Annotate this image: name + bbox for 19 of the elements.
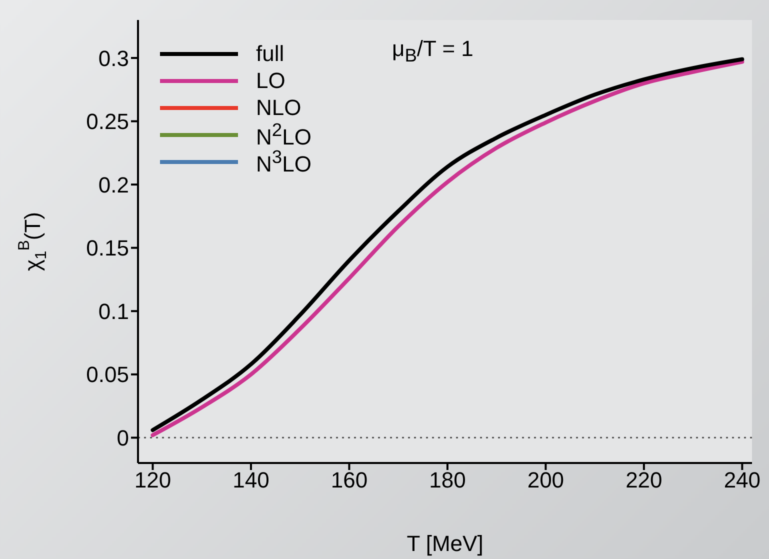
x-tick-label: 160 <box>330 468 368 493</box>
y-tick-label: 0.25 <box>86 109 129 134</box>
legend-label: LO <box>256 68 286 94</box>
y-tick-label: 0.1 <box>98 298 129 324</box>
y-tick-label: 0.15 <box>86 236 129 261</box>
legend-label: full <box>256 40 284 66</box>
x-tick-label: 240 <box>724 468 761 493</box>
x-tick-label: 180 <box>429 468 466 493</box>
x-tick-label: 200 <box>527 468 564 493</box>
y-tick-label: 0.2 <box>98 172 129 198</box>
y-tick-label: 0.3 <box>98 46 129 71</box>
x-tick-label: 140 <box>232 468 270 493</box>
x-tick-label: 120 <box>134 468 172 493</box>
y-tick-label: 0 <box>116 425 129 450</box>
x-axis-title: T [MeV] <box>406 531 484 556</box>
annotation: μ$_{B}$/T = 1 <box>392 36 474 66</box>
y-tick-label: 0.05 <box>86 362 129 388</box>
x-tick-label: 220 <box>626 468 662 493</box>
legend-label: NLO <box>256 94 302 120</box>
